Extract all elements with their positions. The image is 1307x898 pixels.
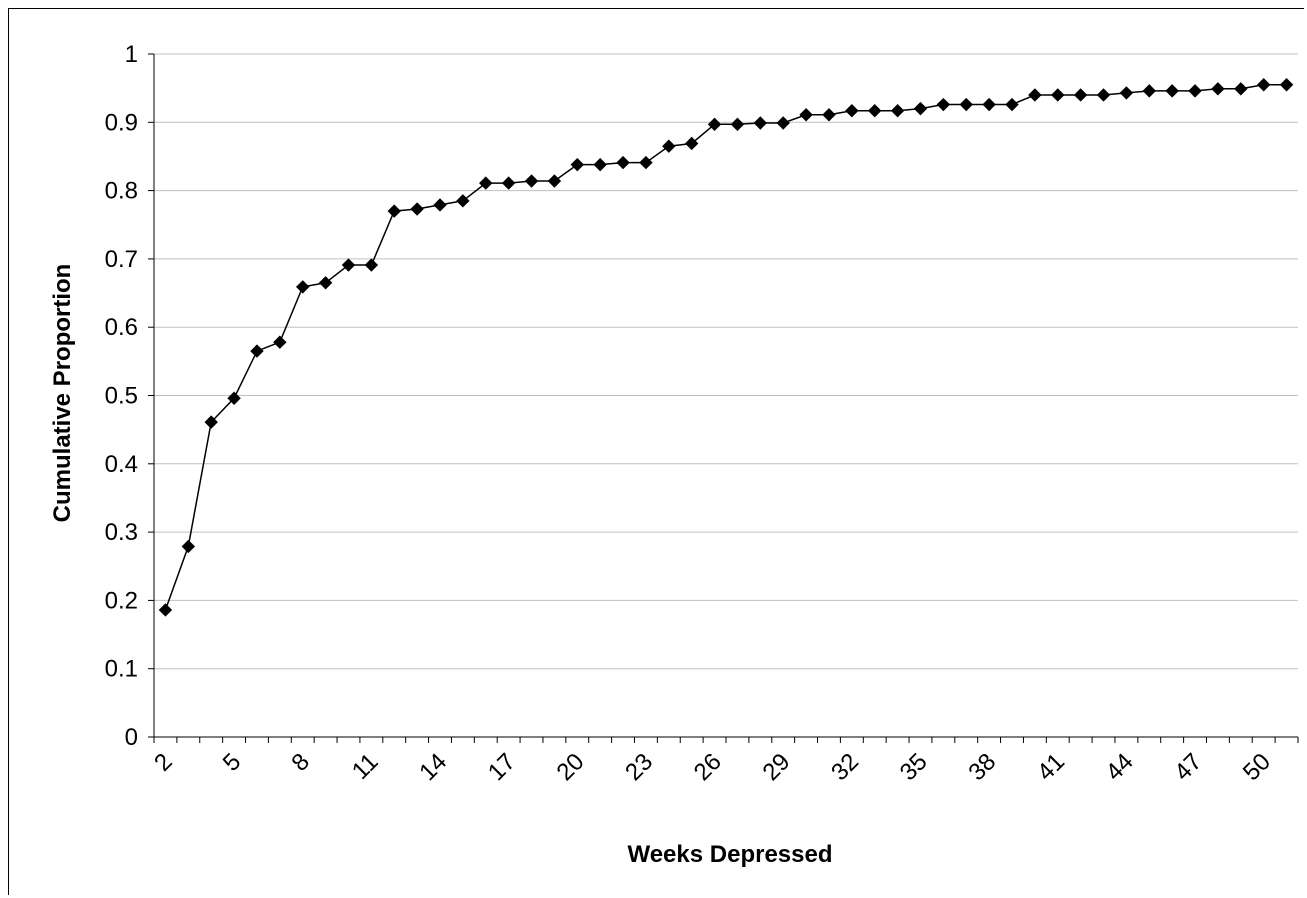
y-tick-labels: 0 0.1 0.2 0.3 0.4 0.5 0.6 0.7 0.8 0.9 1	[105, 41, 138, 751]
data-point-marker	[433, 198, 447, 212]
data-point-marker	[982, 97, 996, 112]
x-tick-label: 11	[347, 748, 384, 785]
data-point-marker	[250, 344, 264, 358]
y-tick-label: 0.2	[105, 587, 138, 614]
x-tick-label: 44	[1101, 748, 1139, 786]
data-point-marker	[707, 117, 722, 132]
data-point-marker	[158, 603, 173, 617]
x-tick-label: 5	[218, 748, 247, 777]
data-point-marker	[1256, 78, 1271, 92]
x-tick-label: 26	[689, 748, 727, 786]
data-point-marker	[1211, 82, 1225, 96]
axes	[148, 53, 1299, 743]
y-tick-label: 0.1	[105, 656, 138, 683]
data-point-marker	[959, 97, 973, 112]
x-tick-label: 50	[1238, 748, 1276, 786]
data-point-marker	[1234, 82, 1248, 96]
data-point-marker	[1028, 88, 1042, 102]
x-tick-labels: 2 5 8 11 14 17 20 23 26 29 32 35 38 41 44 47 50	[149, 748, 1276, 786]
x-tick-label: 20	[552, 748, 590, 786]
series-cumulative-proportion	[158, 78, 1294, 617]
data-point-marker	[753, 116, 768, 130]
data-point-marker	[684, 136, 699, 151]
data-point-marker	[776, 116, 790, 130]
x-tick-label: 17	[483, 748, 521, 786]
data-point-marker	[616, 155, 630, 170]
y-tick-label: 0.9	[105, 109, 138, 136]
data-point-marker	[913, 101, 928, 116]
data-point-marker	[479, 176, 493, 190]
x-tick-label: 29	[757, 748, 795, 786]
data-point-marker	[227, 391, 241, 405]
data-point-marker	[1119, 86, 1134, 100]
data-point-marker	[593, 157, 607, 172]
y-tick-label: 0.8	[105, 178, 138, 205]
data-point-marker	[1165, 84, 1179, 98]
data-point-marker	[799, 108, 813, 122]
data-point-marker	[1073, 88, 1088, 102]
data-point-marker	[1005, 97, 1019, 112]
data-point-marker	[456, 194, 470, 208]
data-point-marker	[547, 174, 562, 188]
data-point-marker	[1188, 84, 1202, 98]
y-tick-label: 0.5	[105, 383, 138, 410]
y-axis-title: Cumulative Proportion	[49, 264, 76, 523]
x-tick-label: 35	[895, 748, 933, 786]
data-point-marker	[501, 176, 516, 190]
data-point-marker	[364, 258, 379, 272]
data-point-marker	[318, 276, 333, 290]
series-line	[164, 83, 1287, 611]
data-point-marker	[273, 335, 287, 349]
gridlines	[154, 53, 1298, 670]
data-point-marker	[1051, 88, 1065, 102]
x-tick-label: 32	[826, 748, 864, 786]
x-axis-title: Weeks Depressed	[627, 841, 832, 868]
data-point-marker	[890, 103, 905, 118]
x-tick-label: 2	[149, 748, 178, 777]
x-tick-label: 14	[414, 748, 452, 786]
y-tick-label: 1	[125, 41, 138, 68]
data-point-marker	[639, 155, 653, 170]
x-tick-label: 8	[286, 748, 315, 777]
x-tick-label: 47	[1169, 748, 1207, 786]
data-point-marker	[936, 97, 951, 112]
data-point-marker	[1142, 84, 1156, 98]
x-tick-label: 23	[620, 748, 658, 786]
x-tick-label: 41	[1032, 748, 1070, 786]
data-point-marker	[204, 415, 218, 429]
data-point-marker	[1096, 88, 1111, 102]
y-tick-label: 0.6	[105, 314, 138, 341]
data-point-marker	[410, 202, 424, 216]
data-point-marker	[845, 103, 859, 118]
data-point-marker	[570, 157, 584, 172]
data-point-marker	[181, 539, 196, 554]
data-point-marker	[730, 117, 745, 132]
y-tick-label: 0.7	[105, 246, 138, 273]
data-point-marker	[296, 280, 310, 294]
data-point-marker	[822, 108, 836, 122]
data-point-marker	[868, 103, 882, 118]
y-tick-label: 0	[125, 724, 138, 751]
data-point-marker	[662, 139, 676, 153]
data-point-marker	[1279, 78, 1294, 92]
data-point-marker	[524, 174, 539, 188]
y-tick-label: 0.4	[105, 451, 138, 478]
x-tick-label: 38	[963, 748, 1001, 786]
data-point-marker	[341, 258, 356, 272]
y-tick-label: 0.3	[105, 519, 138, 546]
data-point-marker	[387, 204, 401, 218]
